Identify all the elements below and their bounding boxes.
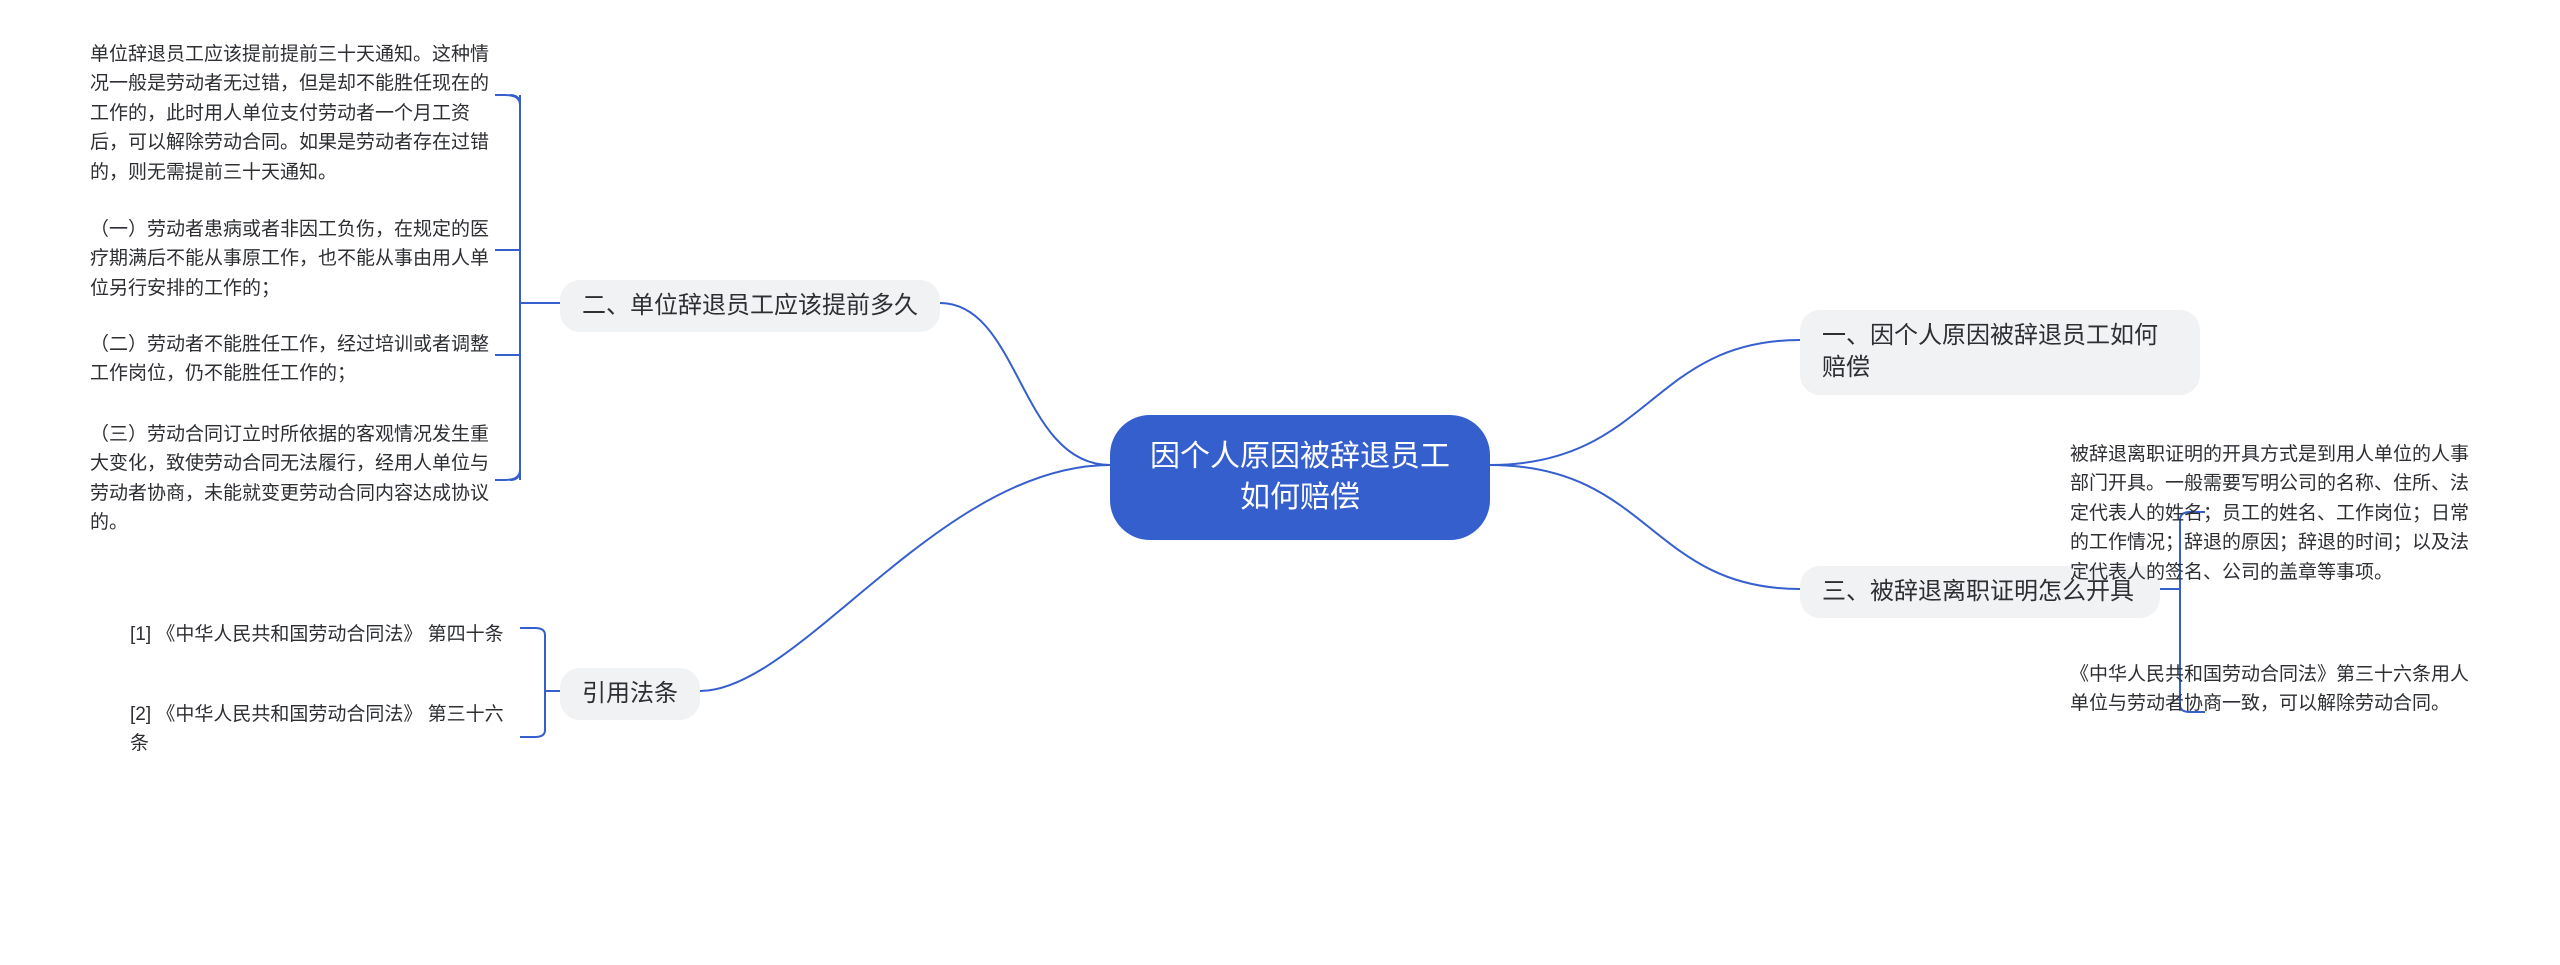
edge-root-b1 <box>1490 340 1800 465</box>
leaf-2c: （二）劳动者不能胜任工作，经过培训或者调整工作岗位，仍不能胜任工作的； <box>90 330 490 389</box>
edge-b4-l4a <box>520 628 545 635</box>
leaf-4b: [2] 《中华人民共和国劳动合同法》 第三十六条 <box>130 700 520 759</box>
leaf-3b: 《中华人民共和国劳动合同法》第三十六条用人单位与劳动者协商一致，可以解除劳动合同… <box>2070 660 2470 719</box>
root-node[interactable]: 因个人原因被辞退员工如何赔偿 <box>1110 415 1490 540</box>
edge-b4-l4b <box>520 730 545 737</box>
edge-b2-vert <box>510 95 520 480</box>
leaf-2d: （三）劳动合同订立时所依据的客观情况发生重大变化，致使劳动合同无法履行，经用人单… <box>90 420 490 538</box>
leaf-2d-text: （三）劳动合同订立时所依据的客观情况发生重大变化，致使劳动合同无法履行，经用人单… <box>90 424 489 533</box>
branch-2[interactable]: 二、单位辞退员工应该提前多久 <box>560 280 940 332</box>
leaf-4a: [1] 《中华人民共和国劳动合同法》 第四十条 <box>130 620 520 649</box>
leaf-2b: （一）劳动者患病或者非因工负伤，在规定的医疗期满后不能从事原工作，也不能从事由用… <box>90 215 490 303</box>
leaf-4a-text: [1] 《中华人民共和国劳动合同法》 第四十条 <box>130 624 504 645</box>
leaf-2a: 单位辞退员工应该提前提前三十天通知。这种情况一般是劳动者无过错，但是却不能胜任现… <box>90 40 490 187</box>
leaf-3a: 被辞退离职证明的开具方式是到用人单位的人事部门开具。一般需要写明公司的名称、住所… <box>2070 440 2470 587</box>
edge-root-b2 <box>940 303 1110 465</box>
edge-root-b3 <box>1490 465 1800 589</box>
leaf-3a-text: 被辞退离职证明的开具方式是到用人单位的人事部门开具。一般需要写明公司的名称、住所… <box>2070 444 2469 583</box>
root-label: 因个人原因被辞退员工如何赔偿 <box>1150 440 1450 514</box>
leaf-4b-text: [2] 《中华人民共和国劳动合同法》 第三十六条 <box>130 704 504 754</box>
leaf-2c-text: （二）劳动者不能胜任工作，经过培训或者调整工作岗位，仍不能胜任工作的； <box>90 334 489 384</box>
branch-1-label: 一、因个人原因被辞退员工如何赔偿 <box>1822 322 2158 381</box>
edge-root-b4 <box>700 465 1110 691</box>
leaf-3b-text: 《中华人民共和国劳动合同法》第三十六条用人单位与劳动者协商一致，可以解除劳动合同… <box>2070 664 2469 714</box>
branch-4-label: 引用法条 <box>582 680 678 707</box>
leaf-2b-text: （一）劳动者患病或者非因工负伤，在规定的医疗期满后不能从事原工作，也不能从事由用… <box>90 219 489 299</box>
branch-4[interactable]: 引用法条 <box>560 668 700 720</box>
edge-b2-l2a <box>495 95 520 105</box>
edge-b2-l2d <box>495 470 520 480</box>
branch-2-label: 二、单位辞退员工应该提前多久 <box>582 292 918 319</box>
leaf-2a-text: 单位辞退员工应该提前提前三十天通知。这种情况一般是劳动者无过错，但是却不能胜任现… <box>90 44 489 183</box>
branch-1[interactable]: 一、因个人原因被辞退员工如何赔偿 <box>1800 310 2200 395</box>
